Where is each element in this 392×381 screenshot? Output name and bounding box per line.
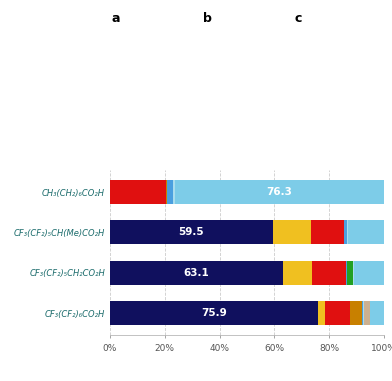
Bar <box>353 261 354 285</box>
Bar <box>347 220 348 245</box>
Bar <box>311 220 344 245</box>
Bar <box>344 220 347 245</box>
Text: 76.3: 76.3 <box>267 187 292 197</box>
Bar <box>362 301 363 325</box>
Bar <box>363 301 364 325</box>
Bar <box>167 180 173 204</box>
Bar <box>175 180 384 204</box>
Bar <box>312 261 346 285</box>
Bar <box>346 261 347 285</box>
Bar <box>110 301 318 325</box>
Text: c: c <box>294 13 302 26</box>
Bar <box>173 180 175 204</box>
Text: 59.5: 59.5 <box>179 227 204 237</box>
Bar <box>354 261 384 285</box>
Text: 75.9: 75.9 <box>201 308 227 318</box>
Bar <box>166 180 167 204</box>
Text: 63.1: 63.1 <box>183 268 209 278</box>
Bar <box>110 220 273 245</box>
Text: b: b <box>203 13 212 26</box>
Bar <box>347 261 353 285</box>
Bar <box>110 261 283 285</box>
Bar <box>273 220 311 245</box>
Bar <box>110 180 166 204</box>
Bar <box>370 301 384 325</box>
Bar <box>350 301 362 325</box>
Bar <box>318 301 325 325</box>
Bar <box>283 261 312 285</box>
Bar <box>348 220 384 245</box>
Bar <box>325 301 350 325</box>
Bar <box>364 301 370 325</box>
Text: a: a <box>112 13 120 26</box>
